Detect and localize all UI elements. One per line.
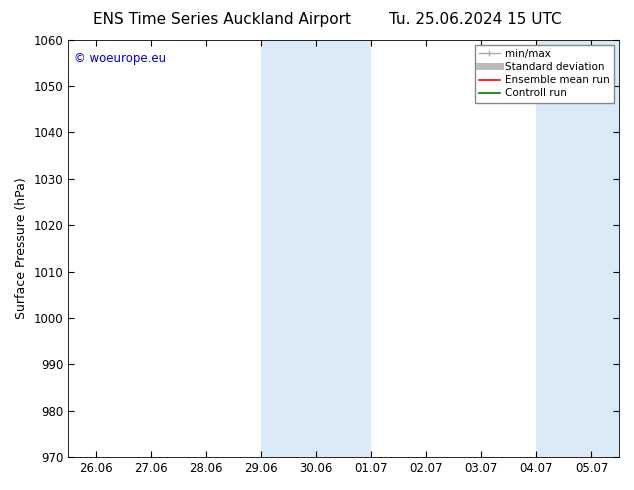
Legend: min/max, Standard deviation, Ensemble mean run, Controll run: min/max, Standard deviation, Ensemble me… [475, 45, 614, 102]
Text: Tu. 25.06.2024 15 UTC: Tu. 25.06.2024 15 UTC [389, 12, 562, 27]
Bar [261, 40, 371, 457]
Y-axis label: Surface Pressure (hPa): Surface Pressure (hPa) [15, 177, 28, 319]
Bar [536, 40, 619, 457]
Text: © woeurope.eu: © woeurope.eu [74, 52, 166, 65]
Text: ENS Time Series Auckland Airport: ENS Time Series Auckland Airport [93, 12, 351, 27]
